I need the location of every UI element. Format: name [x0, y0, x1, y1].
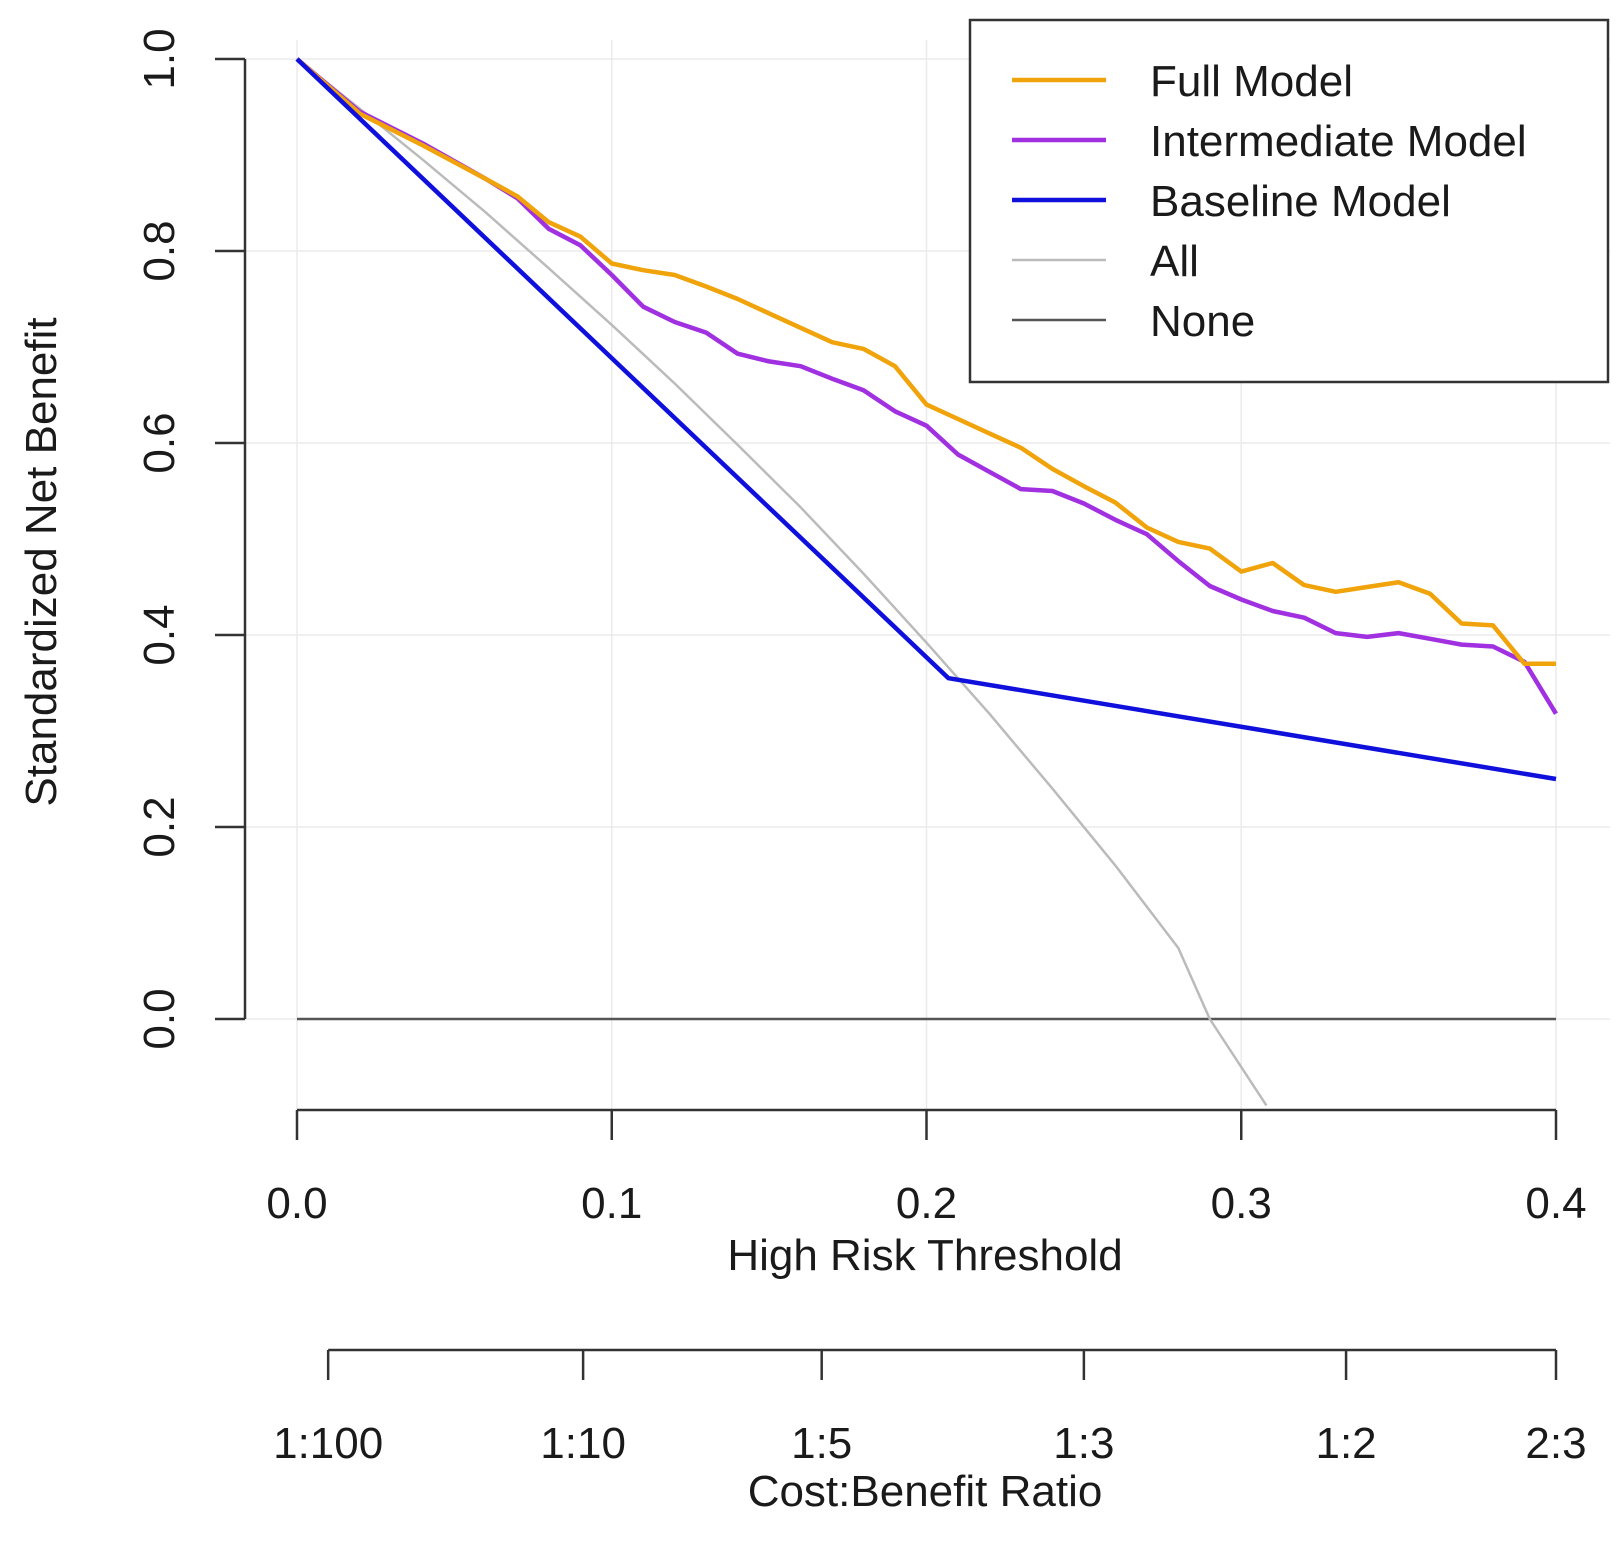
x-tick-label: 0.1: [581, 1179, 642, 1228]
baseline-model-line: [295, 57, 1557, 782]
legend-label-intermediate-model: Intermediate Model: [1150, 117, 1527, 166]
legend-label-all: All: [1150, 237, 1199, 286]
legend-label-baseline-model: Baseline Model: [1150, 177, 1451, 226]
y-tick-label: 0.8: [135, 220, 184, 281]
secondary-x-tick-label: 1:5: [791, 1419, 852, 1468]
plot-lines: [295, 57, 1558, 1107]
y-tick-label: 0.2: [135, 796, 184, 857]
legend-label-none: None: [1150, 297, 1255, 346]
x-tick-label: 0.2: [896, 1179, 957, 1228]
secondary-x-tick-label: 2:3: [1525, 1419, 1586, 1468]
x-axis-title: High Risk Threshold: [727, 1231, 1122, 1280]
secondary-x-tick-label: 1:10: [540, 1419, 626, 1468]
intermediate-model-line: [295, 57, 1558, 715]
y-tick-label: 0.0: [135, 988, 184, 1049]
legend: Full Model Intermediate Model Baseline Mod…: [968, 18, 1610, 384]
full-model-line: [295, 57, 1556, 667]
x-tick-label: 0.3: [1211, 1179, 1272, 1228]
secondary-x-axis-title: Cost:Benefit Ratio: [748, 1467, 1103, 1516]
secondary-x-tick-label: 1:2: [1315, 1419, 1376, 1468]
x-tick-label: 0.4: [1525, 1179, 1586, 1228]
x-tick-label: 0.0: [266, 1179, 327, 1228]
y-axis-title: Standardized Net Benefit: [17, 317, 66, 806]
secondary-x-tick-label: 1:100: [273, 1419, 383, 1468]
y-tick-label: 0.6: [135, 412, 184, 473]
y-tick-label: 1.0: [135, 28, 184, 89]
legend-label-full-model: Full Model: [1150, 57, 1353, 106]
y-tick-label: 0.4: [135, 604, 184, 665]
axes: 0.0 0.2 0.4 0.6 0.8 1.0 0.0 0.1 0.2 0.3 0.4 1:100 1:…: [135, 28, 1587, 1468]
all-line: [296, 58, 1268, 1107]
secondary-x-tick-label: 1:3: [1053, 1419, 1114, 1468]
